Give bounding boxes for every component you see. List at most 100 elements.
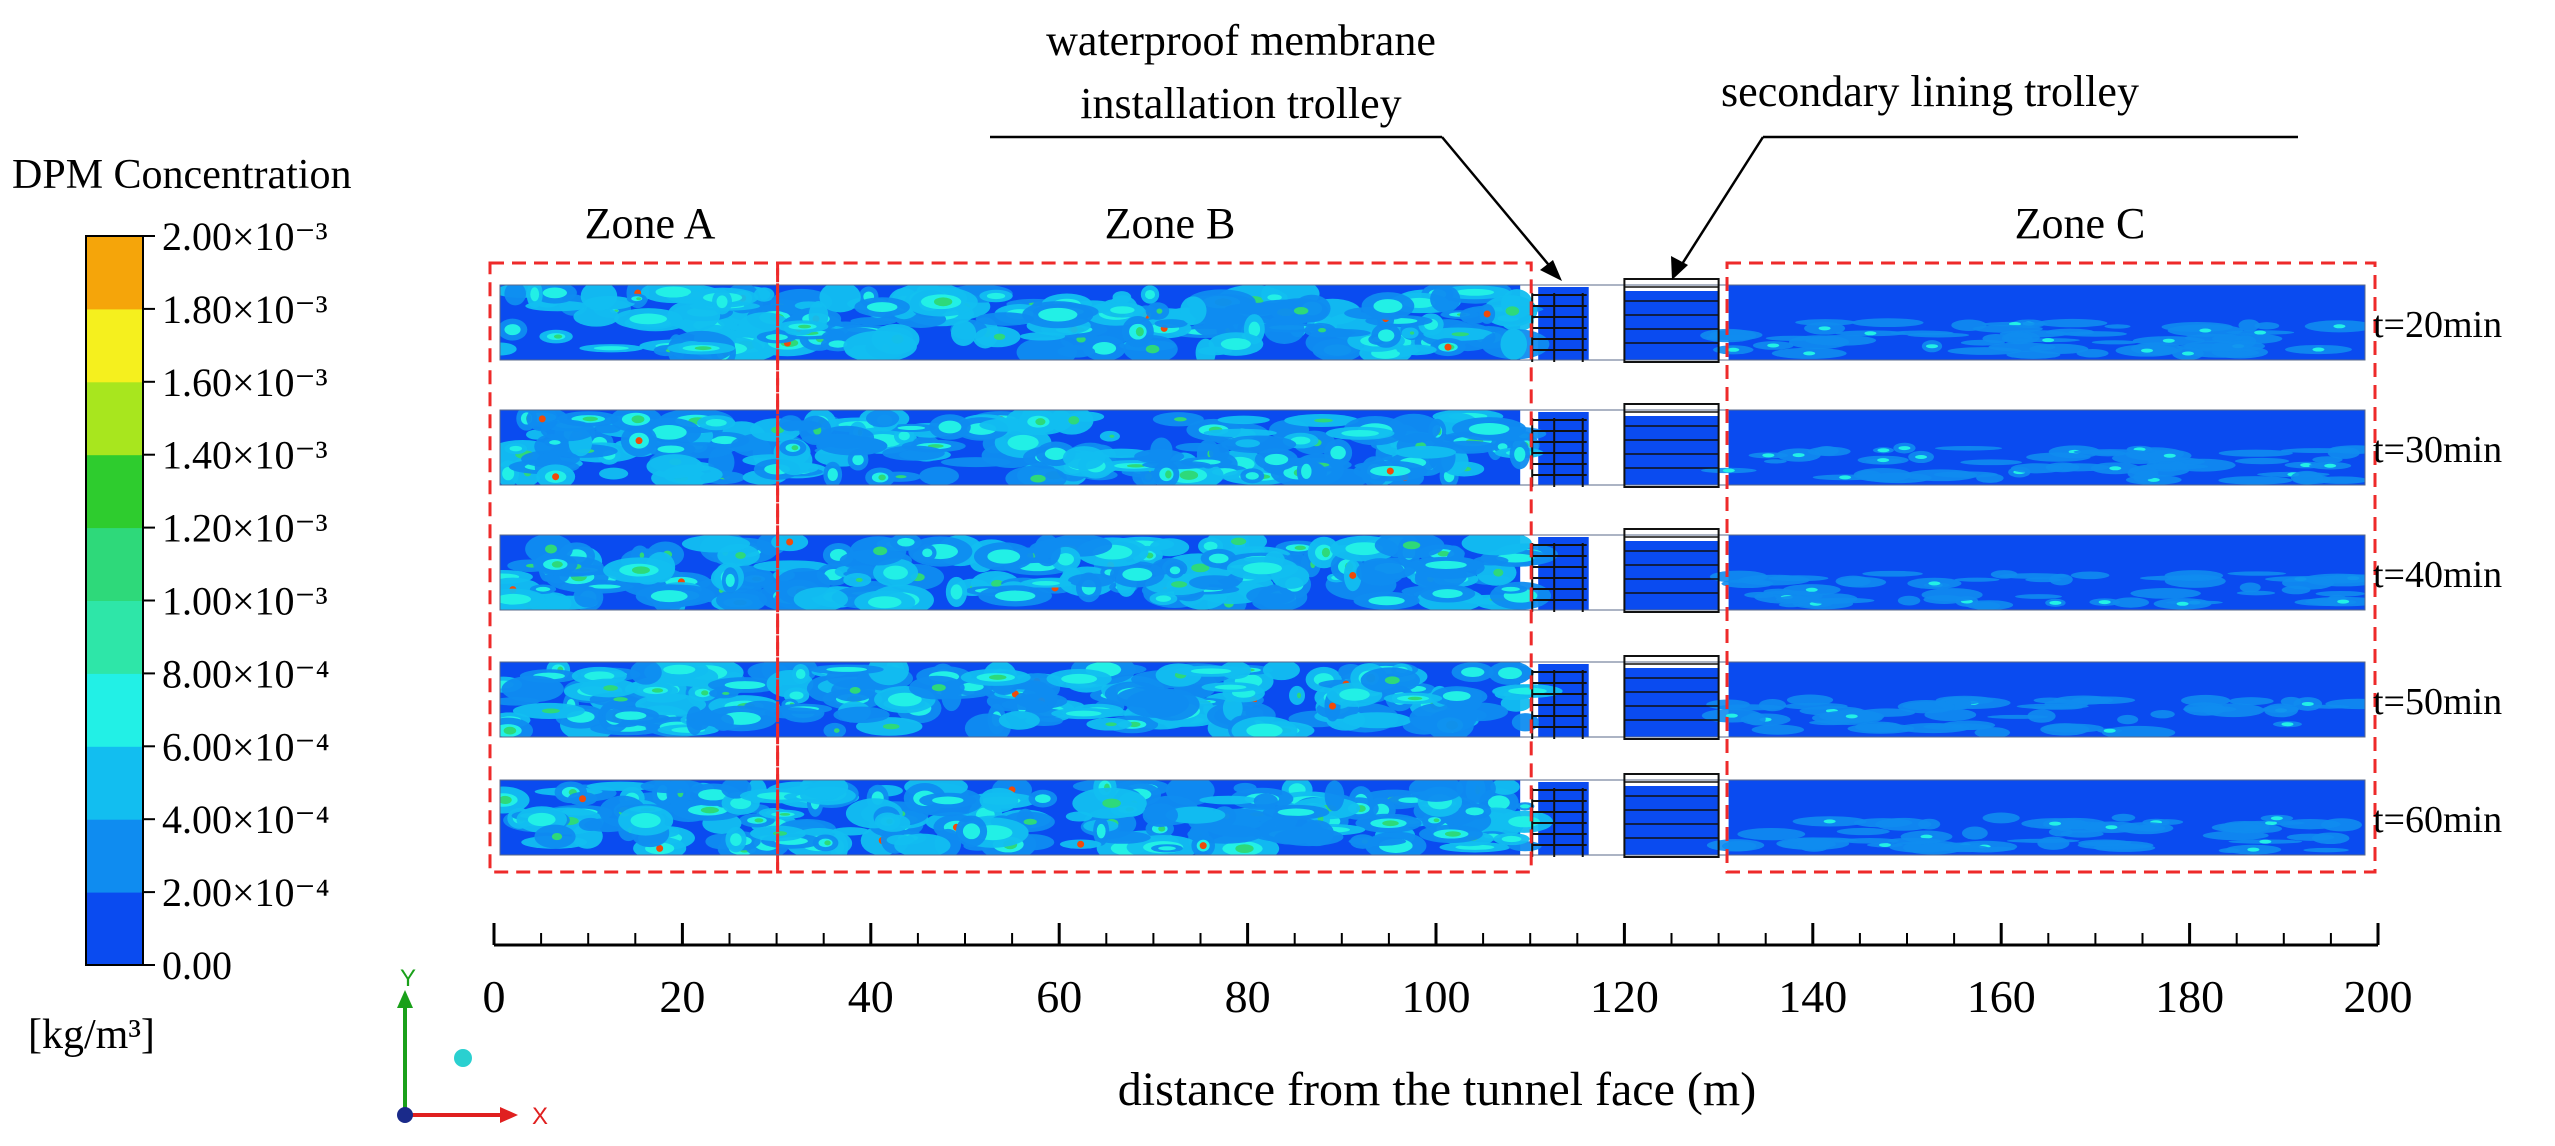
concentration-patch <box>2259 839 2272 844</box>
concentration-patch <box>2301 701 2314 706</box>
concentration-patch <box>1330 445 1346 460</box>
concentration-patch <box>824 840 831 846</box>
concentration-patch <box>754 818 764 823</box>
lining-trolley-label: secondary lining trolley <box>1721 67 2139 116</box>
colorbar-tick-label: 1.20×10⁻³ <box>162 506 328 551</box>
time-label: t=20min <box>2373 304 2502 346</box>
concentration-patch <box>1135 326 1144 337</box>
x-tick-label: 0 <box>483 971 506 1022</box>
concentration-patch <box>1727 347 1740 352</box>
concentration-patch <box>1890 330 1954 336</box>
membrane-trolley-label: installation trolley <box>1080 79 1401 128</box>
concentration-patch <box>1246 723 1283 737</box>
concentration-patch <box>500 795 512 805</box>
concentration-patch <box>843 330 917 360</box>
concentration-patch <box>1407 696 1423 701</box>
concentration-patch <box>1934 445 2003 451</box>
concentration-patch <box>1235 439 1261 448</box>
concentration-patch <box>2014 594 2063 599</box>
concentration-patch <box>2006 838 2080 843</box>
concentration-patch <box>931 684 946 692</box>
zone-boxes <box>488 261 2377 874</box>
concentration-patch <box>542 287 567 299</box>
concentration-patch <box>530 287 540 302</box>
concentration-patch <box>583 296 635 310</box>
concentration-patch <box>630 813 661 829</box>
concentration-patch <box>898 431 910 441</box>
concentration-peak <box>786 538 794 546</box>
lining-trolley-frame <box>1623 655 1720 740</box>
concentration-patch <box>1033 535 1061 567</box>
concentration-patch <box>1339 688 1370 701</box>
concentration-patch <box>1158 846 1176 851</box>
concentration-patch <box>613 697 628 702</box>
concentration-patch <box>1722 468 1735 473</box>
concentration-patch <box>2105 825 2118 830</box>
concentration-patch <box>1505 306 1520 316</box>
concentration-patch <box>651 688 664 693</box>
concentration-patch <box>1982 334 2010 344</box>
y-arrowhead <box>397 990 413 1008</box>
concentration-patch <box>1345 542 1383 556</box>
lining-trolley-frame <box>1623 403 1720 488</box>
coordinate-glyph: YX <box>397 965 548 1130</box>
x-tick-label: 180 <box>2155 971 2224 1022</box>
membrane-callout-leader <box>1441 136 1559 277</box>
concentration-patch <box>866 302 898 313</box>
concentration-patch <box>2218 476 2293 485</box>
concentration-patch <box>2150 710 2175 719</box>
zone-label: Zone A <box>585 199 716 248</box>
concentration-patch <box>2202 830 2269 841</box>
concentration-patch <box>773 831 788 836</box>
concentration-patch <box>2139 463 2209 470</box>
concentration-patch <box>1253 793 1278 809</box>
concentration-patch <box>1294 545 1306 551</box>
concentration-patch <box>2130 588 2201 599</box>
concentration-patch <box>541 708 560 714</box>
concentration-patch <box>1877 458 1890 463</box>
concentration-patch <box>2042 723 2104 733</box>
concentration-patch <box>895 475 907 479</box>
concentration-patch <box>1035 418 1046 426</box>
concentration-patch <box>994 590 1036 602</box>
colorbar-tick-label: 1.60×10⁻³ <box>162 360 328 405</box>
concentration-patch <box>1920 834 1933 839</box>
concentration-patch <box>1230 537 1247 546</box>
concentration-patch <box>2010 463 2064 474</box>
concentration-patch <box>1954 577 2000 582</box>
concentration-patch <box>1038 307 1078 322</box>
concentration-patch <box>2109 466 2122 471</box>
concentration-patch <box>593 346 629 351</box>
concentration-patch <box>1032 580 1060 586</box>
concentration-patch <box>1169 566 1181 575</box>
colorbar-tick-label: 4.00×10⁻⁴ <box>162 797 330 842</box>
x-arrowhead <box>500 1107 518 1123</box>
trolley-membrane-fill <box>1538 412 1589 485</box>
concentration-patch <box>2139 575 2211 581</box>
concentration-patch <box>2163 453 2176 458</box>
concentration-patch <box>1384 676 1400 685</box>
concentration-patch <box>629 313 668 325</box>
colorbar-tick-label: 2.00×10⁻⁴ <box>162 870 330 915</box>
concentration-patch <box>1158 825 1166 832</box>
concentration-patch <box>1156 308 1163 314</box>
concentration-patch <box>1112 291 1132 304</box>
concentration-patch <box>1324 780 1345 812</box>
concentration-patch <box>700 806 719 814</box>
concentration-patch <box>1751 724 1805 735</box>
concentration-patch <box>1220 338 1251 350</box>
concentration-patch <box>1897 595 1921 606</box>
concentration-patch <box>2265 821 2278 826</box>
concentration-patch <box>503 726 517 735</box>
concentration-patch <box>1222 695 1243 721</box>
concentration-patch <box>1068 415 1080 425</box>
concentration-patch <box>849 687 861 694</box>
concentration-patch <box>502 466 515 481</box>
band-30min <box>500 410 2365 485</box>
concentration-patch <box>1461 667 1485 678</box>
concentration-patch <box>867 596 902 609</box>
concentration-patch <box>640 780 704 794</box>
trolley-lining-fill <box>1624 786 1719 855</box>
concentration-patch <box>950 320 977 347</box>
concentration-patch <box>1897 700 1955 714</box>
